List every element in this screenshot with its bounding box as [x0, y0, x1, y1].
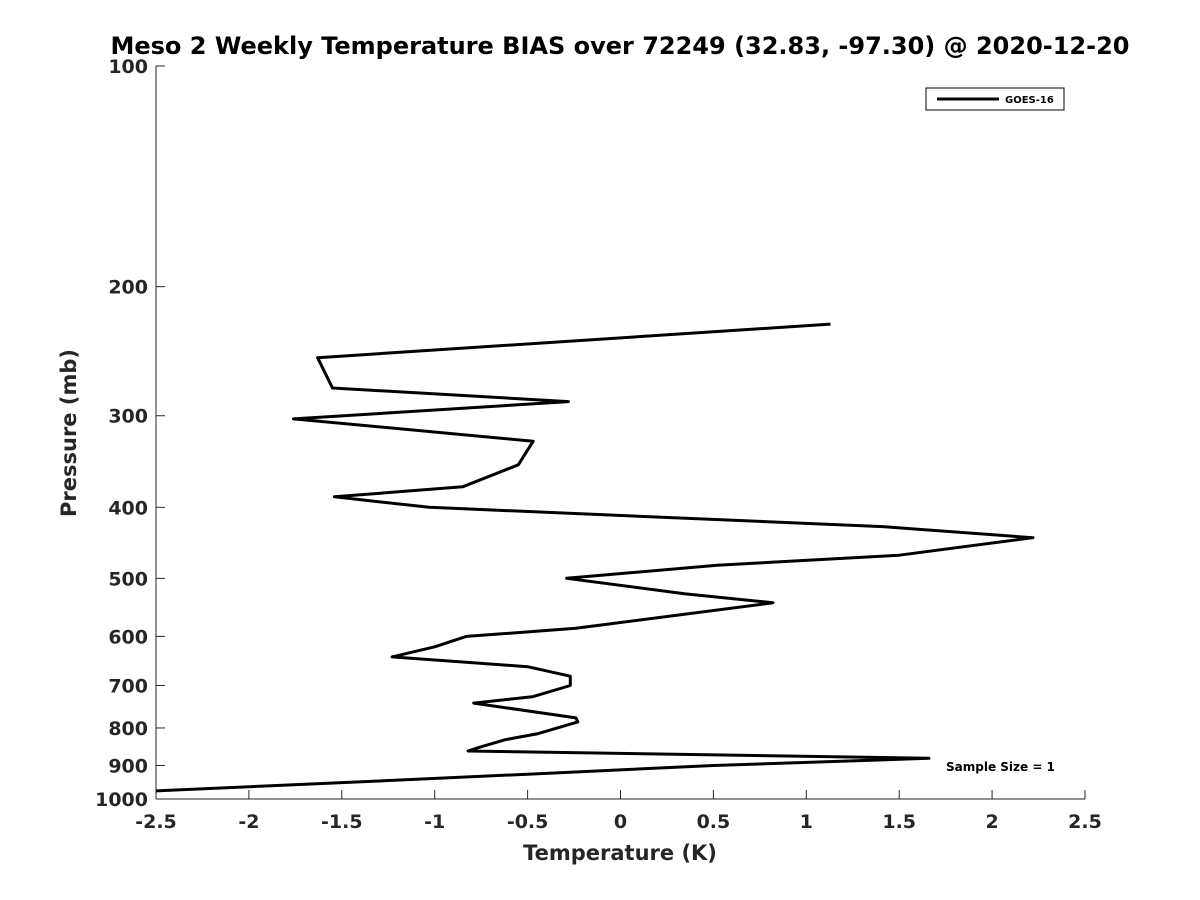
chart-title: Meso 2 Weekly Temperature BIAS over 7224…: [110, 32, 1129, 60]
x-tick-label: 0.5: [697, 811, 731, 833]
y-tick-label: 400: [108, 497, 148, 519]
x-tick-label: -1.5: [321, 811, 363, 833]
x-tick-label: 2.5: [1068, 811, 1102, 833]
y-tick-label: 600: [108, 626, 148, 648]
x-tick-label: -2.5: [135, 811, 177, 833]
x-tick-label: 1: [800, 811, 813, 833]
x-tick-label: 0: [614, 811, 627, 833]
y-tick-label: 700: [108, 675, 148, 697]
x-axis-label: Temperature (K): [523, 841, 717, 865]
legend: GOES-16: [925, 87, 1065, 111]
x-tick-label: 2: [985, 811, 998, 833]
y-tick-label: 800: [108, 718, 148, 740]
x-tick-label: -0.5: [507, 811, 549, 833]
y-tick-label: 1000: [95, 789, 148, 811]
series-line-goes-16: [155, 322, 1035, 793]
x-tick-label: -2: [238, 811, 259, 833]
x-tick-label: -1: [424, 811, 445, 833]
y-ticks: 100 200 300 400 500 600 700 800 900 1000: [95, 56, 165, 811]
y-tick-label: 100: [108, 56, 148, 78]
y-tick-label: 900: [108, 755, 148, 777]
y-axis-label: Pressure (mb): [57, 349, 81, 517]
y-tick-label: 300: [108, 406, 148, 428]
sample-size-annotation: Sample Size = 1: [946, 760, 1055, 774]
legend-label-goes-16: GOES-16: [1005, 95, 1054, 106]
plot-area: -2.5 -2 -1.5 -1 -0.5 0 0.5 1 1.5 2 2.5 100 200 300 40…: [95, 56, 1102, 833]
x-ticks: -2.5 -2 -1.5 -1 -0.5 0 0.5 1 1.5 2 2.5: [135, 790, 1102, 833]
x-tick-label: 1.5: [882, 811, 916, 833]
y-tick-label: 200: [108, 277, 148, 299]
y-tick-label: 500: [108, 568, 148, 590]
